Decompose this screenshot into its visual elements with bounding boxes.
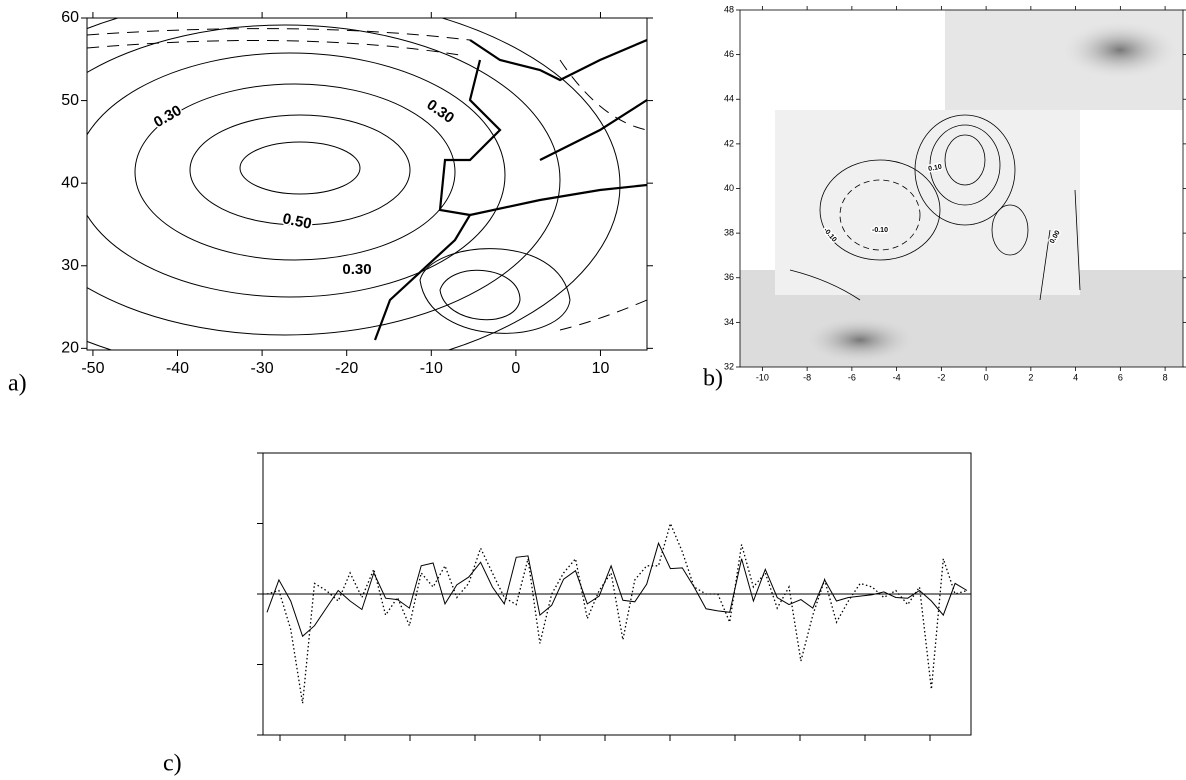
ticks-c [257, 453, 930, 741]
x-tick-label: -8 [803, 373, 811, 383]
y-tick-label: 40 [61, 174, 79, 191]
x-tick-label: 0 [511, 360, 520, 377]
contour-label: 0.30 [342, 261, 371, 278]
x-tick-label: 8 [1163, 373, 1168, 383]
x-tick-label: -6 [848, 373, 856, 383]
x-tick-label: 0 [984, 373, 989, 383]
y-tick-label: 32 [724, 361, 734, 371]
y-tick-label: 44 [724, 94, 734, 104]
y-tick-label: 38 [724, 228, 734, 238]
x-tick-label: -50 [81, 360, 104, 377]
x-tick-label: 6 [1118, 373, 1123, 383]
axes-box-a [87, 18, 647, 350]
panel-label: c) [163, 751, 182, 777]
panel-label: b) [703, 366, 723, 392]
y-tick-label: 40 [724, 183, 734, 193]
y-tick-label: 60 [61, 9, 79, 26]
x-tick-label: -30 [251, 360, 274, 377]
figure: a) b) c) -50-40-30-20-1001020304050600.3… [0, 0, 1186, 780]
x-tick-label: -40 [166, 360, 189, 377]
x-tick-label: 10 [592, 360, 610, 377]
y-tick-label: 50 [61, 92, 79, 109]
x-tick-label: -10 [756, 373, 769, 383]
y-tick-label: 20 [61, 340, 79, 357]
contour-label: 0.30 [151, 102, 185, 131]
y-tick-label: 34 [724, 317, 734, 327]
x-tick-label: -10 [420, 360, 443, 377]
data-line [267, 543, 967, 636]
x-tick-label: -2 [937, 373, 945, 383]
contour-label: -0.10 [872, 227, 888, 234]
x-tick-label: 4 [1073, 373, 1078, 383]
y-tick-label: 48 [724, 4, 734, 14]
y-tick-label: 36 [724, 272, 734, 282]
x-tick-label: 2 [1028, 373, 1033, 383]
contour-label: 0.50 [281, 210, 313, 233]
data-line [267, 524, 967, 704]
y-tick-label: 42 [724, 138, 734, 148]
contours-a [0, 0, 647, 375]
terrain-b [740, 10, 1183, 367]
panel-label: a) [8, 371, 27, 397]
x-tick-label: -4 [893, 373, 901, 383]
contour-label: 0.30 [423, 96, 457, 127]
y-tick-label: 30 [61, 257, 79, 274]
y-tick-label: 46 [724, 49, 734, 59]
x-tick-label: -20 [335, 360, 358, 377]
